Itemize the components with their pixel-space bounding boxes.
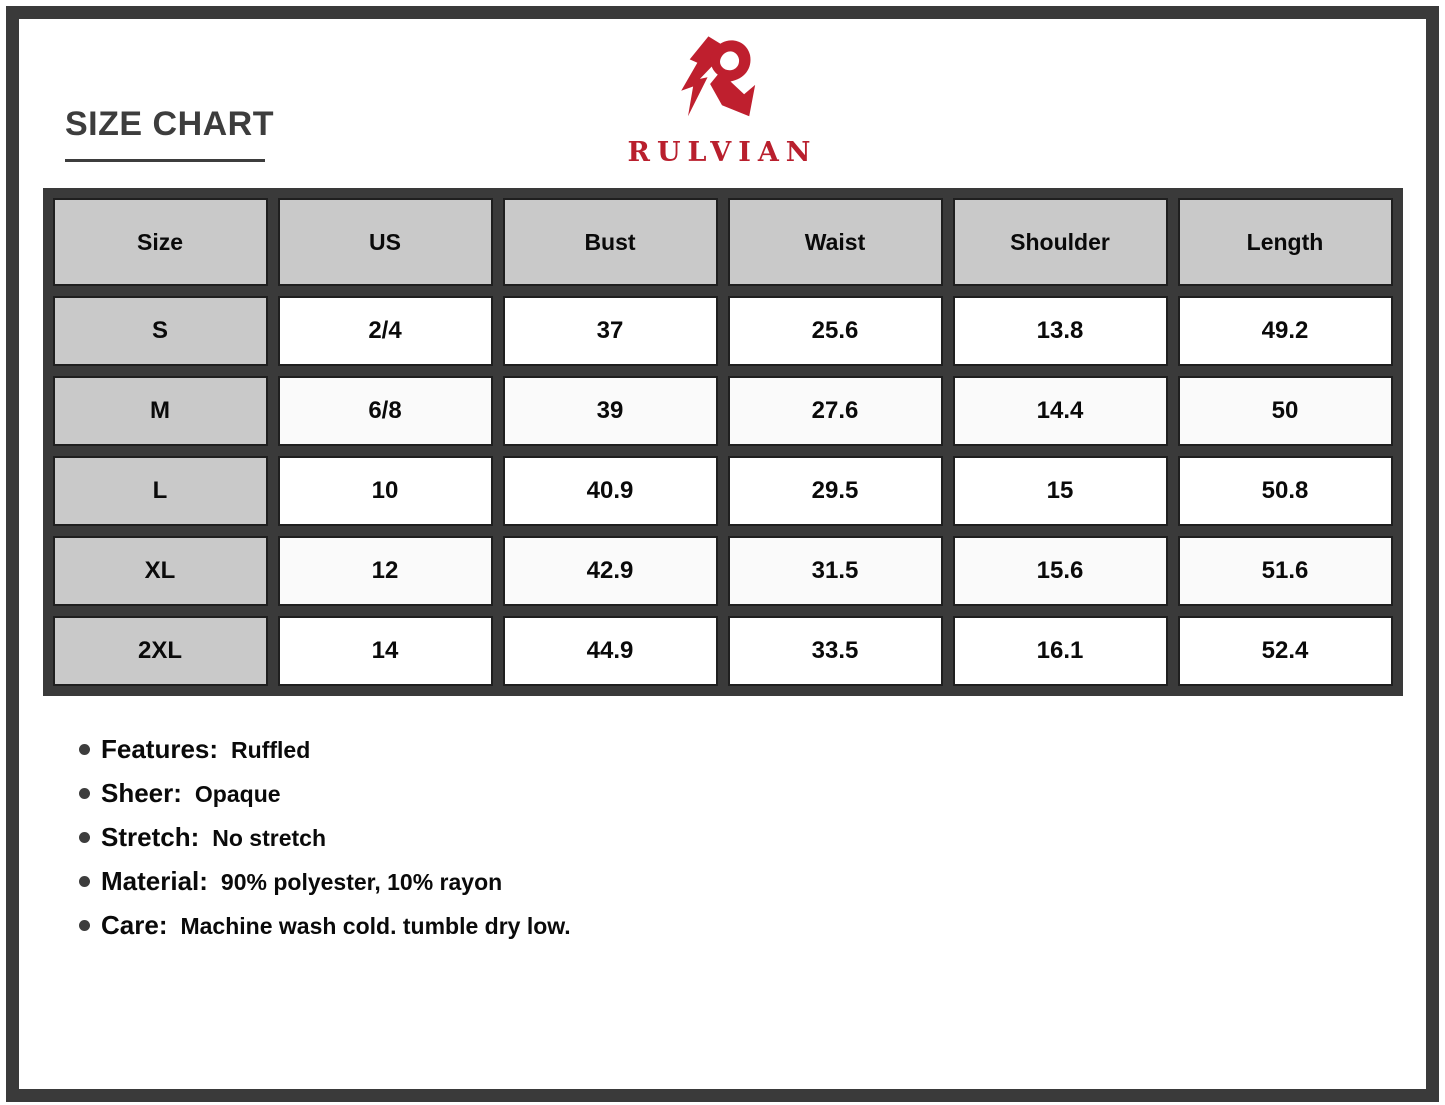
title-block: SIZE CHART [65,105,274,162]
brand-wordmark: RULVIAN [627,137,818,168]
value-cell: 42.9 [502,536,718,606]
bullet-icon [79,744,90,755]
value-cell: 51.6 [1177,536,1393,606]
size-cell: S [52,296,268,366]
value-cell: 39 [502,376,718,446]
detail-label: Stretch: [101,822,200,852]
detail-value: Machine wash cold. tumble dry low. [180,913,571,939]
value-cell: 14.4 [952,376,1168,446]
detail-label: Care: [101,910,168,940]
value-cell: 10 [277,456,493,526]
title-underline [65,159,265,162]
bullet-icon [79,876,90,887]
size-cell: M [52,376,268,446]
size-cell: 2XL [52,616,268,686]
column-header-waist: Waist [727,198,943,286]
value-cell: 14 [277,616,493,686]
value-cell: 15 [952,456,1168,526]
column-header-bust: Bust [502,198,718,286]
column-header-shoulder: Shoulder [952,198,1168,286]
table-row-xl: XL 12 42.9 31.5 15.6 51.6 [52,536,1393,606]
value-cell: 44.9 [502,616,718,686]
column-header-size: Size [52,198,268,286]
column-header-us: US [277,198,493,286]
value-cell: 25.6 [727,296,943,366]
size-cell: XL [52,536,268,606]
size-cell: L [52,456,268,526]
details-list: Features: Ruffled Sheer: Opaque Stretch:… [79,734,1426,941]
table-row-2xl: 2XL 14 44.9 33.5 16.1 52.4 [52,616,1393,686]
column-header-length: Length [1177,198,1393,286]
bullet-icon [79,920,90,931]
value-cell: 13.8 [952,296,1168,366]
value-cell: 50 [1177,376,1393,446]
detail-label: Material: [101,866,208,896]
value-cell: 40.9 [502,456,718,526]
detail-label: Features: [101,734,219,764]
header-area: SIZE CHART RULVIAN [19,19,1426,188]
value-cell: 50.8 [1177,456,1393,526]
value-cell: 16.1 [952,616,1168,686]
size-chart-table: Size US Bust Waist Shoulder Length S 2/4… [42,188,1403,696]
bullet-icon [79,788,90,799]
detail-item-care: Care: Machine wash cold. tumble dry low. [79,910,1426,941]
bullet-icon [79,832,90,843]
brand-logo: RULVIAN [628,33,818,168]
header-row: Size US Bust Waist Shoulder Length [52,198,1393,286]
detail-value: Opaque [194,781,281,807]
value-cell: 27.6 [727,376,943,446]
detail-value: No stretch [212,825,326,851]
detail-value: 90% polyester, 10% rayon [220,869,503,895]
value-cell: 29.5 [727,456,943,526]
value-cell: 15.6 [952,536,1168,606]
rulvian-r-monogram-icon [681,36,756,117]
detail-item-material: Material: 90% polyester, 10% rayon [79,866,1426,897]
detail-item-stretch: Stretch: No stretch [79,822,1426,853]
table-row-s: S 2/4 37 25.6 13.8 49.2 [52,296,1393,366]
value-cell: 49.2 [1177,296,1393,366]
value-cell: 33.5 [727,616,943,686]
page-content: SIZE CHART RULVIAN Size US Bust Waist Sh [19,19,1426,1089]
page-title: SIZE CHART [65,105,274,143]
detail-value: Ruffled [231,737,311,763]
value-cell: 31.5 [727,536,943,606]
value-cell: 6/8 [277,376,493,446]
detail-item-features: Features: Ruffled [79,734,1426,765]
value-cell: 2/4 [277,296,493,366]
table-row-l: L 10 40.9 29.5 15 50.8 [52,456,1393,526]
table-row-m: M 6/8 39 27.6 14.4 50 [52,376,1393,446]
value-cell: 37 [502,296,718,366]
detail-label: Sheer: [101,778,182,808]
value-cell: 12 [277,536,493,606]
value-cell: 52.4 [1177,616,1393,686]
page-frame: SIZE CHART RULVIAN Size US Bust Waist Sh [6,6,1439,1102]
detail-item-sheer: Sheer: Opaque [79,778,1426,809]
